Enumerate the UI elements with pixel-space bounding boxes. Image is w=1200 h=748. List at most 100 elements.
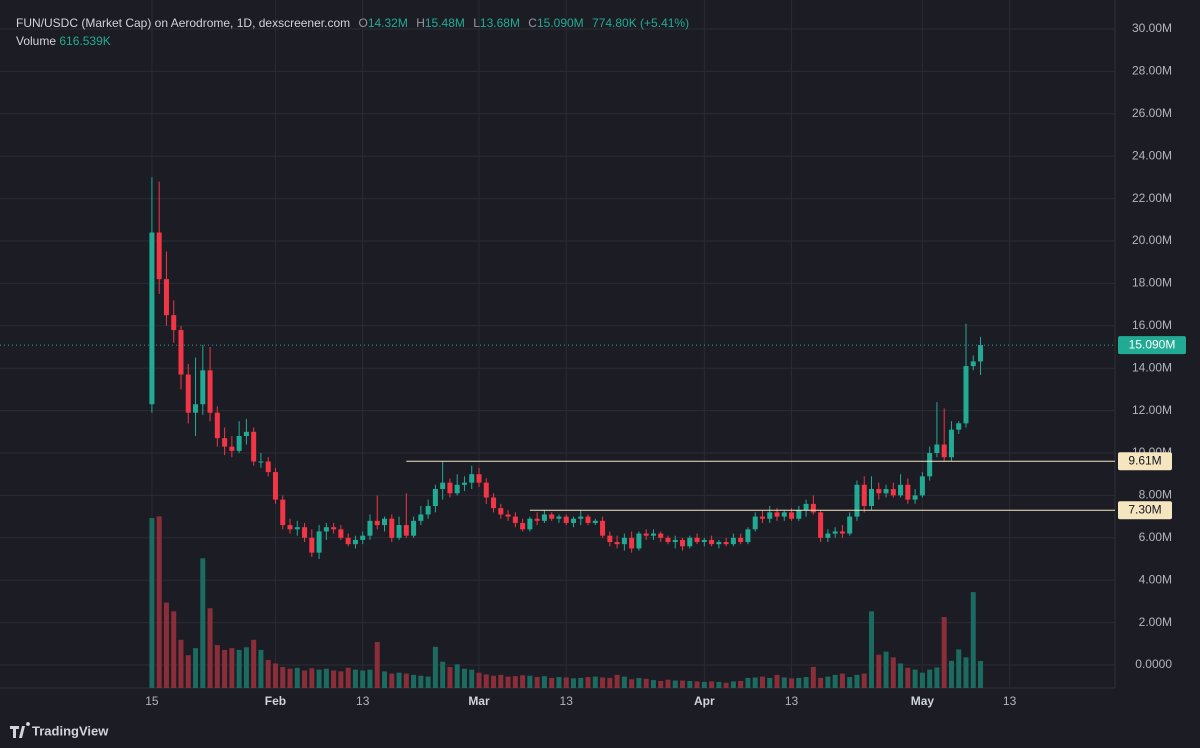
volume-bar xyxy=(520,675,526,688)
volume-bar xyxy=(774,674,780,688)
volume-bar xyxy=(149,518,155,688)
candle-body xyxy=(483,482,489,498)
candle-body xyxy=(331,527,337,530)
legend-row: FUN/USDC (Market Cap) on Aerodrome, 1D, … xyxy=(16,14,689,32)
y-tick-label: 6.00M xyxy=(1139,530,1172,544)
candle-body xyxy=(294,527,300,530)
volume-bar xyxy=(345,667,351,688)
volume-bar xyxy=(280,666,286,688)
volume-bar xyxy=(316,669,322,688)
candle-body xyxy=(418,514,424,521)
y-tick-label: 20.00M xyxy=(1132,233,1172,247)
candle-body xyxy=(934,444,940,453)
volume-bar xyxy=(243,647,249,688)
volume-bar xyxy=(178,639,184,688)
x-tick-label: 15 xyxy=(145,694,159,708)
volume-bar xyxy=(854,674,860,688)
candle-body xyxy=(978,345,984,362)
volume-bar xyxy=(716,681,722,688)
candle-body xyxy=(280,499,286,526)
volume-bar xyxy=(578,677,584,688)
candle-body xyxy=(287,525,293,530)
volume-bar xyxy=(825,676,831,688)
candle-body xyxy=(905,484,911,500)
volume-bar xyxy=(476,672,482,688)
volume-bar xyxy=(890,657,896,688)
volume-bar xyxy=(156,516,162,688)
candle-body xyxy=(149,232,155,405)
candle-body xyxy=(178,330,184,375)
volume-bar xyxy=(650,680,656,688)
candle-body xyxy=(222,438,228,447)
candle-body xyxy=(767,512,773,519)
candle-body xyxy=(563,516,569,523)
y-tick-label: 4.00M xyxy=(1139,572,1172,586)
candle-body xyxy=(723,542,729,545)
volume-bar xyxy=(847,677,853,688)
candle-body xyxy=(948,429,954,458)
volume-bar xyxy=(970,592,976,688)
candle-body xyxy=(672,539,678,543)
volume-bar xyxy=(491,675,497,688)
open-value: 14.32M xyxy=(367,16,408,30)
candle-body xyxy=(229,446,235,451)
candle-body xyxy=(869,489,875,506)
volume-bar xyxy=(694,681,700,688)
x-tick-label: 13 xyxy=(785,694,799,708)
volume-bar xyxy=(265,659,271,688)
y-tick-label: 12.00M xyxy=(1132,403,1172,417)
volume-bar xyxy=(403,673,409,688)
volume-bar xyxy=(752,677,758,688)
candle-body xyxy=(709,539,715,545)
last-price-label: 15.090M xyxy=(1129,337,1176,351)
brand-logo xyxy=(10,722,31,738)
volume-bar xyxy=(374,642,380,688)
volume-bar xyxy=(425,676,431,688)
candle-body xyxy=(207,370,213,413)
volume-bar xyxy=(389,673,395,688)
volume-bar xyxy=(687,680,693,688)
volume-bar xyxy=(556,677,562,688)
volume-bar xyxy=(636,677,642,688)
candle-body xyxy=(258,461,264,463)
volume-bar xyxy=(643,678,649,688)
volume-bar xyxy=(171,611,177,688)
volume-bar xyxy=(898,663,904,688)
volume-bar xyxy=(512,676,518,688)
volume-bar xyxy=(927,669,933,688)
volume-bar xyxy=(759,676,765,688)
candle-body xyxy=(876,489,882,494)
candle-body xyxy=(614,542,620,545)
volume-bar xyxy=(360,670,366,688)
y-tick-label: 26.00M xyxy=(1132,106,1172,120)
candle-body xyxy=(890,489,896,496)
volume-bar xyxy=(549,677,555,688)
volume-bar xyxy=(701,681,707,688)
candle-body xyxy=(919,476,925,496)
candle-body xyxy=(650,533,656,536)
candle-body xyxy=(963,366,969,424)
candle-body xyxy=(549,514,555,519)
volume-bar xyxy=(469,669,475,688)
candle-body xyxy=(200,370,206,405)
volume-bar xyxy=(331,670,337,688)
y-tick-label: 24.00M xyxy=(1132,148,1172,162)
candle-body xyxy=(396,525,402,538)
close-value: 15.090M xyxy=(536,16,584,30)
candle-body xyxy=(389,518,395,538)
candle-body xyxy=(796,510,802,519)
volume-bar xyxy=(832,674,838,688)
volume-bar xyxy=(338,671,344,688)
volume-bar xyxy=(570,678,576,688)
volume-bar xyxy=(207,608,213,688)
volume-bar xyxy=(294,667,300,688)
volume-bar xyxy=(978,660,984,688)
level-label: 7.30M xyxy=(1128,502,1161,516)
candle-body xyxy=(338,529,344,538)
volume-bar xyxy=(411,674,417,688)
candle-body xyxy=(600,520,606,536)
candle-body xyxy=(694,537,700,543)
volume-bar xyxy=(352,669,358,688)
grid xyxy=(0,0,1115,688)
